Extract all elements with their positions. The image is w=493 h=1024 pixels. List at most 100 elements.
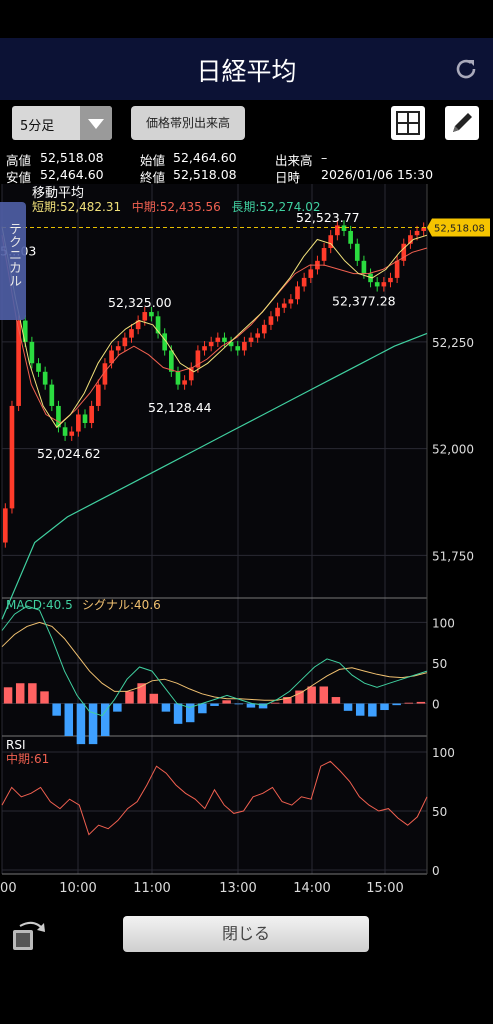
candle	[394, 260, 400, 278]
technical-tab-label: テクニカル	[6, 222, 21, 287]
close-value: 52,518.08	[173, 167, 237, 182]
candle	[202, 346, 207, 351]
ma-title: 移動平均	[32, 186, 84, 201]
candle	[328, 235, 334, 249]
price-annotation: 52,024.62	[37, 446, 101, 461]
candle	[82, 414, 88, 424]
macd-y-tick: 0	[432, 698, 440, 712]
candle	[42, 371, 48, 385]
macd-histogram-bar	[368, 703, 377, 717]
candle	[401, 243, 407, 261]
rsi-y-tick: 50	[432, 805, 447, 819]
macd-histogram-bar	[210, 703, 219, 706]
candle	[9, 405, 15, 509]
candle	[308, 269, 314, 278]
macd-legend-0: MACD:40.5	[6, 598, 73, 612]
rsi-title: RSI	[6, 738, 26, 752]
candle	[388, 277, 393, 283]
candle	[354, 243, 360, 261]
candle	[182, 380, 187, 385]
refresh-icon[interactable]	[453, 56, 479, 82]
candle	[62, 427, 68, 436]
grid-icon[interactable]	[391, 106, 425, 140]
macd-histogram-bar	[28, 683, 37, 704]
candle	[301, 277, 307, 287]
candle	[69, 431, 75, 436]
macd-histogram-bar	[283, 697, 292, 704]
short-ma-line	[1, 226, 428, 429]
candle	[142, 312, 148, 321]
candle	[195, 350, 201, 368]
macd-histogram-bar	[40, 691, 49, 704]
close-label: 終値	[140, 170, 166, 185]
candle	[29, 341, 35, 364]
candle	[374, 282, 380, 287]
x-tick-label: 13:00	[219, 881, 256, 894]
rsi-y-tick: 0	[432, 864, 440, 878]
macd-histogram-bar	[392, 703, 401, 706]
candle	[95, 384, 101, 406]
x-tick-label: 11:00	[133, 881, 170, 894]
candle	[115, 346, 121, 351]
x-tick-label: 10:00	[59, 881, 96, 894]
pen-icon[interactable]	[445, 106, 479, 140]
candle	[295, 286, 300, 300]
macd-histogram-bar	[234, 703, 244, 705]
macd-histogram-bar	[270, 702, 280, 704]
macd-histogram-bar	[15, 683, 25, 704]
macd-histogram-bar	[149, 693, 159, 704]
candle	[49, 384, 55, 406]
macd-y-tick: 50	[432, 657, 447, 671]
candle	[248, 337, 254, 342]
close-button[interactable]: 閉じる	[123, 916, 369, 952]
ma-legend-1: 中期:52,435.56	[132, 199, 221, 214]
volume-profile-button[interactable]: 価格帯別出来高	[131, 106, 245, 140]
open-label: 始値	[140, 153, 166, 168]
chevron-down-icon[interactable]	[80, 106, 112, 140]
interval-select[interactable]: 5分足	[12, 106, 112, 140]
rsi-line	[1, 760, 428, 836]
datetime-label: 日時	[275, 170, 301, 185]
candle	[281, 303, 287, 308]
macd-y-tick: 100	[432, 616, 455, 630]
macd-histogram-bar	[52, 703, 61, 716]
volume-value: –	[321, 150, 328, 165]
candle	[129, 329, 134, 338]
macd-signal-line	[1, 621, 428, 701]
candle	[22, 320, 28, 342]
macd-histogram-bar	[355, 703, 365, 716]
macd-histogram-bar	[137, 683, 146, 704]
price-chart[interactable]: 9:00 10:00 11:00 13:00 14:00 15:00 52,250 52,00…	[0, 184, 493, 894]
candle	[235, 346, 241, 351]
candle	[36, 363, 41, 372]
high-label: 高値	[6, 153, 32, 168]
candle	[275, 307, 280, 317]
macd-histogram-bar	[113, 703, 122, 712]
rsi-y-tick: 100	[432, 746, 455, 760]
x-tick-label: 14:00	[293, 881, 330, 894]
mid-ma-line	[1, 235, 428, 424]
macd-histogram-bar	[258, 703, 268, 709]
candle	[188, 367, 194, 381]
macd-histogram-bar	[222, 700, 231, 704]
open-value: 52,464.60	[173, 150, 237, 165]
candle	[268, 316, 274, 325]
status-bar	[0, 0, 493, 38]
technical-tab[interactable]: テクニカル	[0, 202, 26, 320]
candle	[321, 248, 327, 261]
price-annotation: 52,325.00	[108, 295, 172, 310]
candle	[381, 282, 387, 287]
macd-histogram-bar	[198, 703, 207, 714]
price-annotation: 52,523.77	[296, 210, 360, 225]
price-annotation: 52,128.44	[148, 400, 212, 415]
title-bar: 日経平均	[0, 38, 493, 100]
quote-panel: 高値 52,518.08 始値 52,464.60 出来高 – 安値 52,46…	[0, 148, 493, 185]
candle	[208, 341, 214, 347]
candle	[76, 414, 81, 432]
candle	[122, 337, 128, 347]
candle	[408, 235, 413, 244]
rsi-legend: 中期:61	[6, 751, 49, 766]
candle	[255, 333, 260, 338]
candle	[2, 508, 8, 543]
rotate-screen-icon[interactable]	[10, 916, 48, 954]
